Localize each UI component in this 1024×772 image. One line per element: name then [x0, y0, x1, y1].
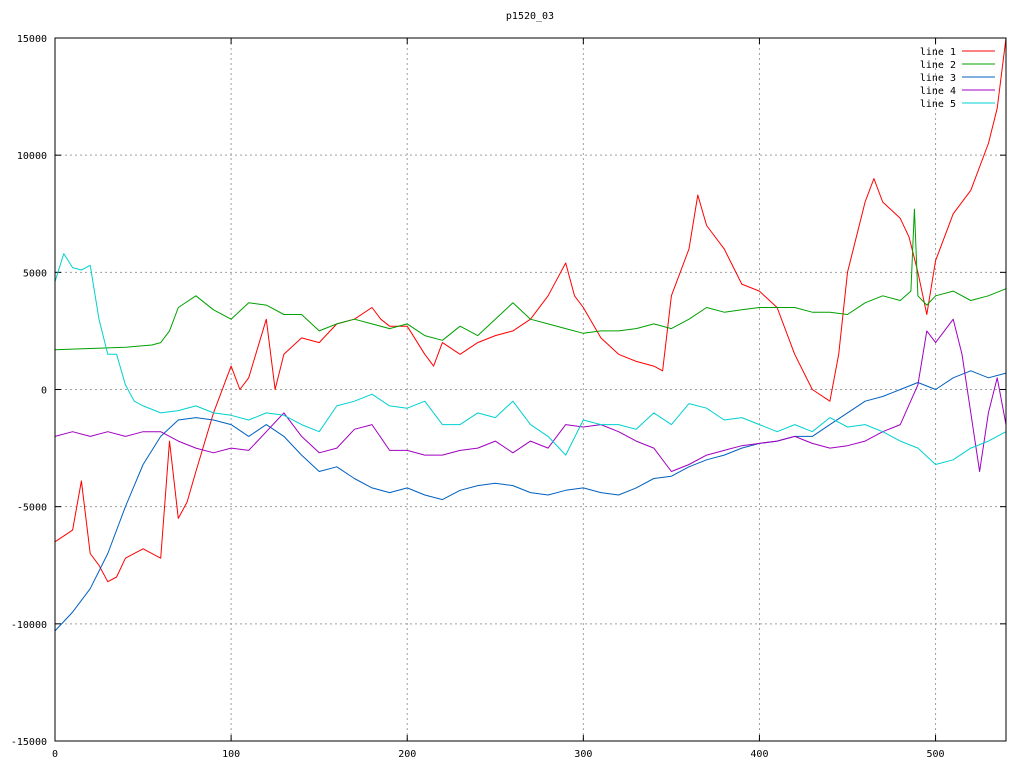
legend-label: line 1	[920, 47, 956, 58]
y-tick-label: 15000	[17, 34, 47, 45]
x-tick-label: 300	[574, 749, 592, 760]
chart-title: p1520_03	[505, 11, 555, 22]
legend-label: line 2	[920, 60, 956, 71]
series-line	[54, 37, 1007, 583]
y-tick-label: -15000	[11, 737, 47, 748]
legend-label: line 3	[920, 73, 956, 84]
y-tick-label: 0	[41, 386, 47, 397]
y-tick-label: -10000	[11, 620, 47, 631]
series-line	[54, 318, 1007, 472]
y-tick-label: -5000	[17, 503, 47, 514]
x-tick-label: 400	[750, 749, 768, 760]
x-tick-label: 100	[222, 749, 240, 760]
series-line	[54, 253, 1007, 465]
x-tick-label: 0	[52, 749, 58, 760]
legend-label: line 4	[920, 86, 956, 97]
legend-label: line 5	[920, 99, 956, 110]
x-tick-label: 200	[398, 749, 416, 760]
y-tick-label: 10000	[17, 151, 47, 162]
series-line	[54, 208, 1007, 351]
plot-frame	[54, 37, 1007, 742]
series-line	[54, 370, 1007, 632]
x-tick-label: 500	[927, 749, 945, 760]
y-tick-label: 5000	[23, 268, 47, 279]
